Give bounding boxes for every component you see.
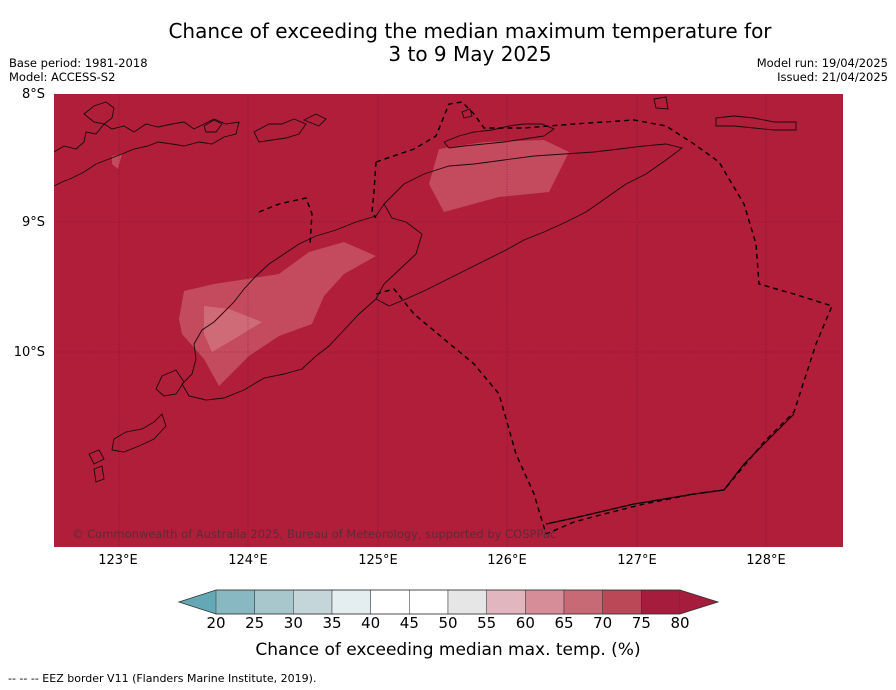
colorbar-cell xyxy=(525,589,565,615)
colorbar-cell xyxy=(409,589,449,615)
eez-north-link xyxy=(371,161,377,219)
lat-label-9s: 9°S xyxy=(21,215,45,230)
colorbar-extend-low xyxy=(179,590,216,614)
coast-sawu xyxy=(111,413,167,453)
lat-label-8s: 8°S xyxy=(21,87,45,102)
coast-island-2 xyxy=(203,119,223,133)
graticule xyxy=(54,94,843,547)
contour-75-80-west xyxy=(179,242,376,386)
coast-timor xyxy=(375,143,684,307)
coast-island-1 xyxy=(83,101,115,125)
lon-label-128e: 128°E xyxy=(746,553,786,568)
map-title: Chance of exceeding the median maximum t… xyxy=(0,20,896,66)
base-period: Base period: 1981-2018 xyxy=(9,56,148,70)
coast-island-4 xyxy=(302,113,327,127)
lon-label-126e: 126°E xyxy=(487,553,527,568)
lon-label-125e: 125°E xyxy=(358,553,398,568)
colorbar-cell xyxy=(447,589,487,615)
colorbar-cell xyxy=(215,589,255,615)
colorbar-extend-high xyxy=(680,590,718,614)
colorbar-cell xyxy=(602,589,642,615)
coast-island-3 xyxy=(253,118,307,143)
eez-solid-section xyxy=(545,413,795,525)
coast-island-7 xyxy=(461,108,473,119)
map-area[interactable] xyxy=(54,94,843,547)
model-run: Model run: 19/04/2025 xyxy=(756,56,888,70)
eez-south-link xyxy=(375,288,547,535)
colorbar-tick-label: 25 xyxy=(245,614,265,632)
lon-label-127e: 127°E xyxy=(617,553,657,568)
coast-rote xyxy=(155,369,185,397)
colorbar-tick-label: 75 xyxy=(631,614,651,632)
coastlines xyxy=(54,96,797,483)
issued-date: Issued: 21/04/2025 xyxy=(777,70,888,84)
copyright-notice: © Commonwealth of Australia 2025, Bureau… xyxy=(72,527,557,541)
colorbar-tick-label: 45 xyxy=(399,614,419,632)
coast-flores-alor xyxy=(54,118,240,187)
colorbar-tick-label: 40 xyxy=(361,614,381,632)
colorbar-outline xyxy=(178,589,719,615)
colorbar-tick-label: 30 xyxy=(283,614,303,632)
colorbar-cell xyxy=(641,589,681,615)
lon-label-123e: 123°E xyxy=(98,553,138,568)
colorbar-tick-label: 70 xyxy=(593,614,613,632)
colorbar-tick-label: 60 xyxy=(515,614,535,632)
eez-footnote: -- -- -- EEZ border V11 (Flanders Marine… xyxy=(8,672,317,685)
colorbar-tick-label: 20 xyxy=(206,614,226,632)
title-line-1: Chance of exceeding the median maximum t… xyxy=(168,19,772,43)
coast-small-isles xyxy=(93,465,105,483)
colorbar-tick-label: 80 xyxy=(670,614,690,632)
colorbar-cell xyxy=(254,589,294,615)
contour-75-80-east xyxy=(429,140,569,212)
coast-west-timor xyxy=(181,203,385,401)
colorbar xyxy=(178,589,719,615)
colorbar-cell xyxy=(293,589,333,615)
lat-label-10s: 10°S xyxy=(13,345,45,360)
coast-wetar xyxy=(443,123,555,149)
contour-75-80-small xyxy=(112,154,122,169)
colorbar-cells xyxy=(179,589,718,615)
eez-west-link xyxy=(258,197,313,245)
coast-island-5 xyxy=(653,96,669,110)
colorbar-cell xyxy=(370,589,410,615)
model-name: Model: ACCESS-S2 xyxy=(9,70,116,84)
colorbar-tick-label: 65 xyxy=(554,614,574,632)
title-line-2: 3 to 9 May 2025 xyxy=(388,42,552,66)
colorbar-cell xyxy=(331,589,371,615)
coast-sumba-east xyxy=(88,449,105,465)
colorbar-tick-label: 50 xyxy=(438,614,458,632)
coast-island-6 xyxy=(715,115,797,131)
lon-label-124e: 124°E xyxy=(228,553,268,568)
colorbar-tick-label: 55 xyxy=(477,614,497,632)
colorbar-label: Chance of exceeding median max. temp. (%… xyxy=(255,640,641,660)
colorbar-cell xyxy=(486,589,526,615)
colorbar-tick-label: 35 xyxy=(322,614,342,632)
meta-left: Base period: 1981-2018 Model: ACCESS-S2 xyxy=(9,56,148,84)
colorbar-cell xyxy=(563,589,603,615)
meta-right: Model run: 19/04/2025 Issued: 21/04/2025 xyxy=(757,56,888,84)
